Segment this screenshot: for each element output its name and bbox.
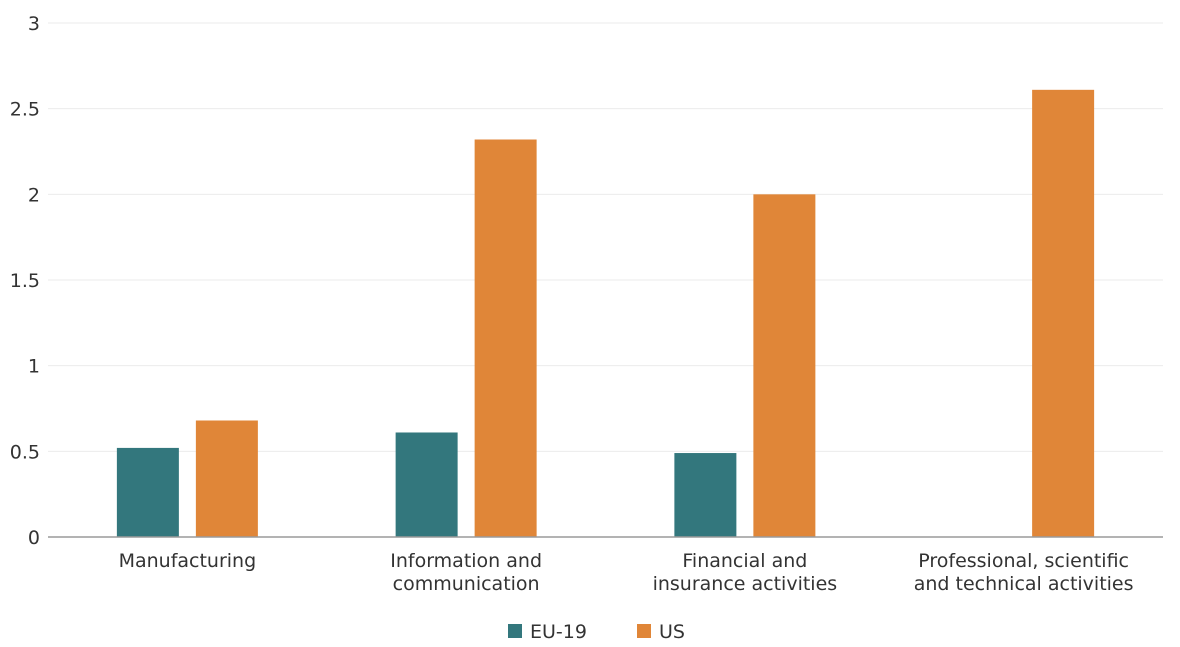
bar-eu-19-3 — [674, 453, 737, 537]
category-label-line: Information and — [390, 550, 542, 572]
y-tick-label: 0.5 — [10, 441, 40, 463]
bar-eu-19-2 — [395, 432, 458, 537]
bar-us-3 — [753, 194, 816, 538]
category-label-line: insurance activities — [653, 573, 838, 595]
category-label: Information and communication — [390, 550, 542, 595]
y-tick-label: 1.5 — [10, 270, 40, 292]
category-label-line: Financial and — [682, 550, 807, 572]
y-tick-label: 0 — [28, 527, 40, 549]
bar-us-2 — [474, 139, 537, 538]
category-label-line: and technical activities — [914, 573, 1134, 595]
legend-label-us: US — [659, 621, 685, 643]
category-label: Manufacturing — [119, 550, 257, 572]
y-axis-tick-labels: 0 0.5 1 1.5 2 2.5 3 — [10, 13, 40, 549]
bar-us-4 — [1032, 89, 1095, 537]
category-label-line: communication — [393, 573, 540, 595]
bar-us-1 — [195, 420, 258, 537]
bars — [116, 89, 1095, 538]
category-label: Financial and insurance activities — [653, 550, 838, 595]
legend-swatch-us — [637, 624, 651, 638]
gridlines — [48, 22, 1163, 452]
y-tick-label: 2 — [28, 184, 40, 206]
bar-eu-19-1 — [116, 447, 179, 537]
y-tick-label: 1 — [28, 356, 40, 378]
category-label-line: Manufacturing — [119, 550, 257, 572]
y-tick-label: 2.5 — [10, 99, 40, 121]
y-tick-label: 3 — [28, 13, 40, 35]
category-labels: Manufacturing Information and communicatio… — [119, 550, 1134, 595]
category-label: Professional, scientific and technical ac… — [914, 550, 1134, 595]
category-label-line: Professional, scientific — [918, 550, 1129, 572]
legend-label-eu-19: EU-19 — [530, 621, 587, 643]
legend: EU-19 US — [508, 621, 685, 643]
legend-swatch-eu-19 — [508, 624, 522, 638]
